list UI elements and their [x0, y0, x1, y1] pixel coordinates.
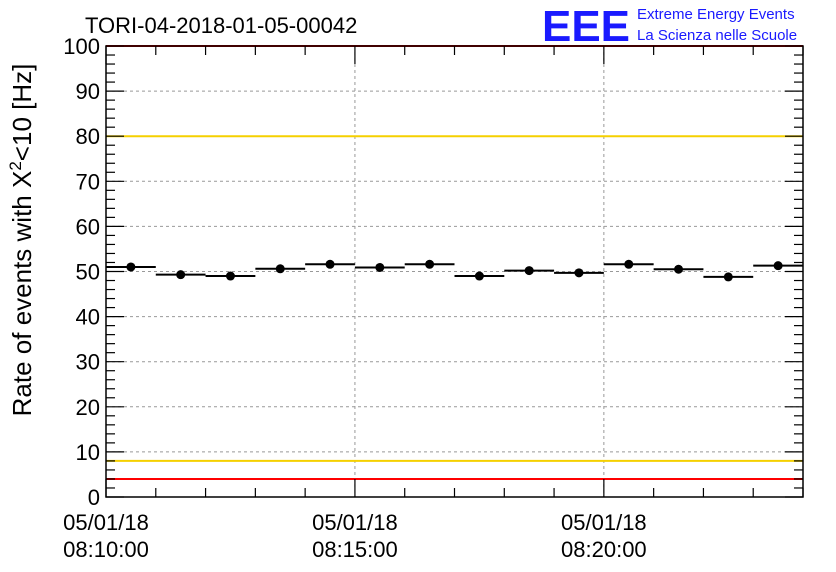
y-tick-label: 0	[88, 485, 100, 510]
y-tick-label: 20	[76, 395, 100, 420]
data-point	[474, 271, 484, 281]
reference-lines	[106, 45, 803, 480]
data-point	[574, 268, 584, 278]
x-tick-label-time: 08:15:00	[312, 537, 398, 562]
data-point	[275, 264, 285, 274]
x-tick-label-time: 08:10:00	[63, 537, 149, 562]
y-tick-label: 40	[76, 305, 100, 330]
x-tick-label-date: 05/01/18	[63, 510, 149, 535]
chart-title: TORI-04-2018-01-05-00042	[85, 13, 357, 38]
x-axis: 05/01/1808:10:0005/01/1808:15:0005/01/18…	[63, 46, 804, 562]
data-point	[375, 262, 385, 272]
y-axis: 0 10 20 30 40 50 60 70 80 90 100	[63, 34, 803, 510]
y-tick-label: 70	[76, 169, 100, 194]
data-point	[176, 270, 186, 280]
data-point	[325, 259, 335, 269]
y-tick-label: 30	[76, 350, 100, 375]
y-axis-title-sup: 2	[6, 161, 25, 170]
y-tick-label: 10	[76, 440, 100, 465]
logo-line-1: Extreme Energy Events	[637, 6, 795, 23]
data-point	[674, 264, 684, 274]
data-point	[624, 259, 634, 269]
y-tick-label: 90	[76, 79, 100, 104]
grid-lines	[106, 46, 803, 497]
y-axis-title-prefix: Rate of events with	[7, 188, 37, 416]
x-tick-label-date: 05/01/18	[561, 510, 647, 535]
y-tick-label: 60	[76, 214, 100, 239]
y-tick-label: 100	[63, 34, 100, 59]
y-axis-title-chi: X	[7, 171, 37, 188]
logo-mark: EEE	[542, 2, 630, 51]
x-tick-label-time: 08:20:00	[561, 537, 647, 562]
data-point	[723, 272, 733, 282]
data-point	[126, 262, 136, 272]
y-axis-title: Rate of events with X2<10 [Hz]	[6, 64, 37, 417]
y-tick-label: 80	[76, 124, 100, 149]
data-point	[225, 271, 235, 281]
logo-line-2: La Scienza nelle Scuole	[637, 27, 797, 44]
eee-logo: EEE Extreme Energy Events La Scienza nel…	[542, 2, 797, 51]
x-tick-label-date: 05/01/18	[312, 510, 398, 535]
y-tick-label: 50	[76, 260, 100, 285]
y-axis-title-suffix: <10 [Hz]	[7, 64, 37, 162]
data-point	[773, 261, 783, 271]
data-point	[524, 266, 534, 276]
data-point	[425, 259, 435, 269]
data-points	[106, 259, 803, 282]
